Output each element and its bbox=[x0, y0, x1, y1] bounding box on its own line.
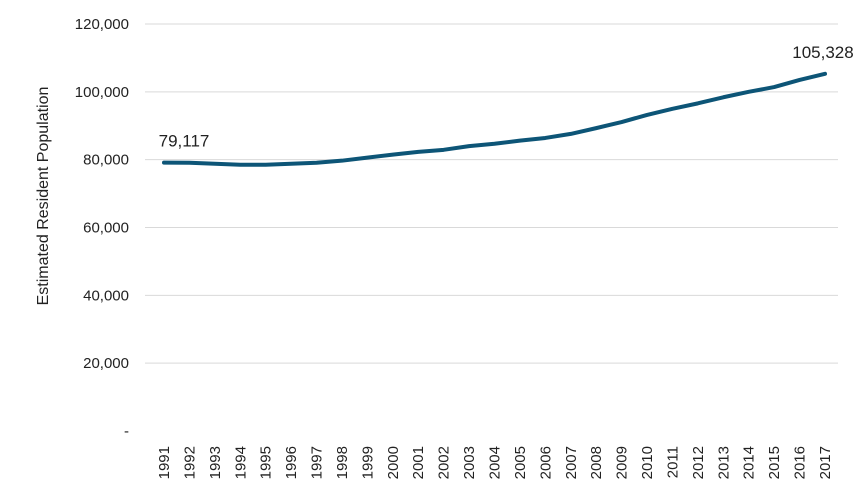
x-tick-label: 2006 bbox=[537, 446, 554, 479]
x-tick-label: 2007 bbox=[563, 446, 580, 479]
y-tick-label: 60,000 bbox=[83, 220, 129, 237]
x-tick-label: 2012 bbox=[690, 446, 707, 479]
x-tick-label: 2014 bbox=[741, 446, 758, 479]
x-tick-label: 2000 bbox=[385, 446, 402, 479]
x-tick-label: 1994 bbox=[232, 446, 249, 479]
y-tick-label: 80,000 bbox=[83, 152, 129, 169]
data-label: 105,328 bbox=[792, 43, 853, 62]
y-tick-label: 20,000 bbox=[83, 355, 129, 372]
x-tick-label: 2010 bbox=[639, 446, 656, 479]
x-tick-label: 2004 bbox=[487, 446, 504, 479]
y-tick-label: 40,000 bbox=[83, 287, 129, 304]
x-tick-label: 1992 bbox=[181, 446, 198, 479]
x-tick-label: 1991 bbox=[156, 446, 173, 479]
y-tick-label: - bbox=[124, 423, 129, 440]
y-axis-tick-labels: - 20,000 40,000 60,000 80,000 100,000 120,000 bbox=[75, 16, 129, 440]
x-tick-label: 2005 bbox=[512, 446, 529, 479]
x-tick-label: 2001 bbox=[410, 446, 427, 479]
data-label: 79,117 bbox=[159, 132, 210, 151]
x-tick-label: 2002 bbox=[436, 446, 453, 479]
x-tick-label: 1997 bbox=[309, 446, 326, 479]
x-tick-label: 1999 bbox=[359, 446, 376, 479]
x-tick-label: 2013 bbox=[715, 446, 732, 479]
x-tick-label: 2009 bbox=[614, 446, 631, 479]
x-tick-label: 2003 bbox=[461, 446, 478, 479]
series-line-population bbox=[162, 71, 827, 167]
y-axis-title: Estimated Resident Population bbox=[35, 87, 52, 306]
gridlines bbox=[145, 23, 838, 364]
series-group bbox=[162, 71, 827, 167]
y-tick-label: 120,000 bbox=[75, 16, 129, 33]
x-tick-label: 2017 bbox=[817, 446, 834, 479]
x-tick-label: 1996 bbox=[283, 446, 300, 479]
x-tick-label: 2011 bbox=[664, 446, 681, 478]
y-tick-label: 100,000 bbox=[75, 84, 129, 101]
x-tick-label: 2008 bbox=[588, 446, 605, 479]
x-tick-label: 2016 bbox=[792, 446, 809, 479]
x-tick-label: 1993 bbox=[207, 446, 224, 479]
data-labels: 79,117 105,328 bbox=[159, 43, 854, 151]
x-axis-tick-labels: 1991 1992 1993 1994 1995 1996 1997 1998 1999 2000… bbox=[156, 446, 834, 479]
x-tick-label: 2015 bbox=[766, 446, 783, 479]
x-tick-label: 1998 bbox=[334, 446, 351, 479]
x-tick-label: 1995 bbox=[258, 446, 275, 479]
